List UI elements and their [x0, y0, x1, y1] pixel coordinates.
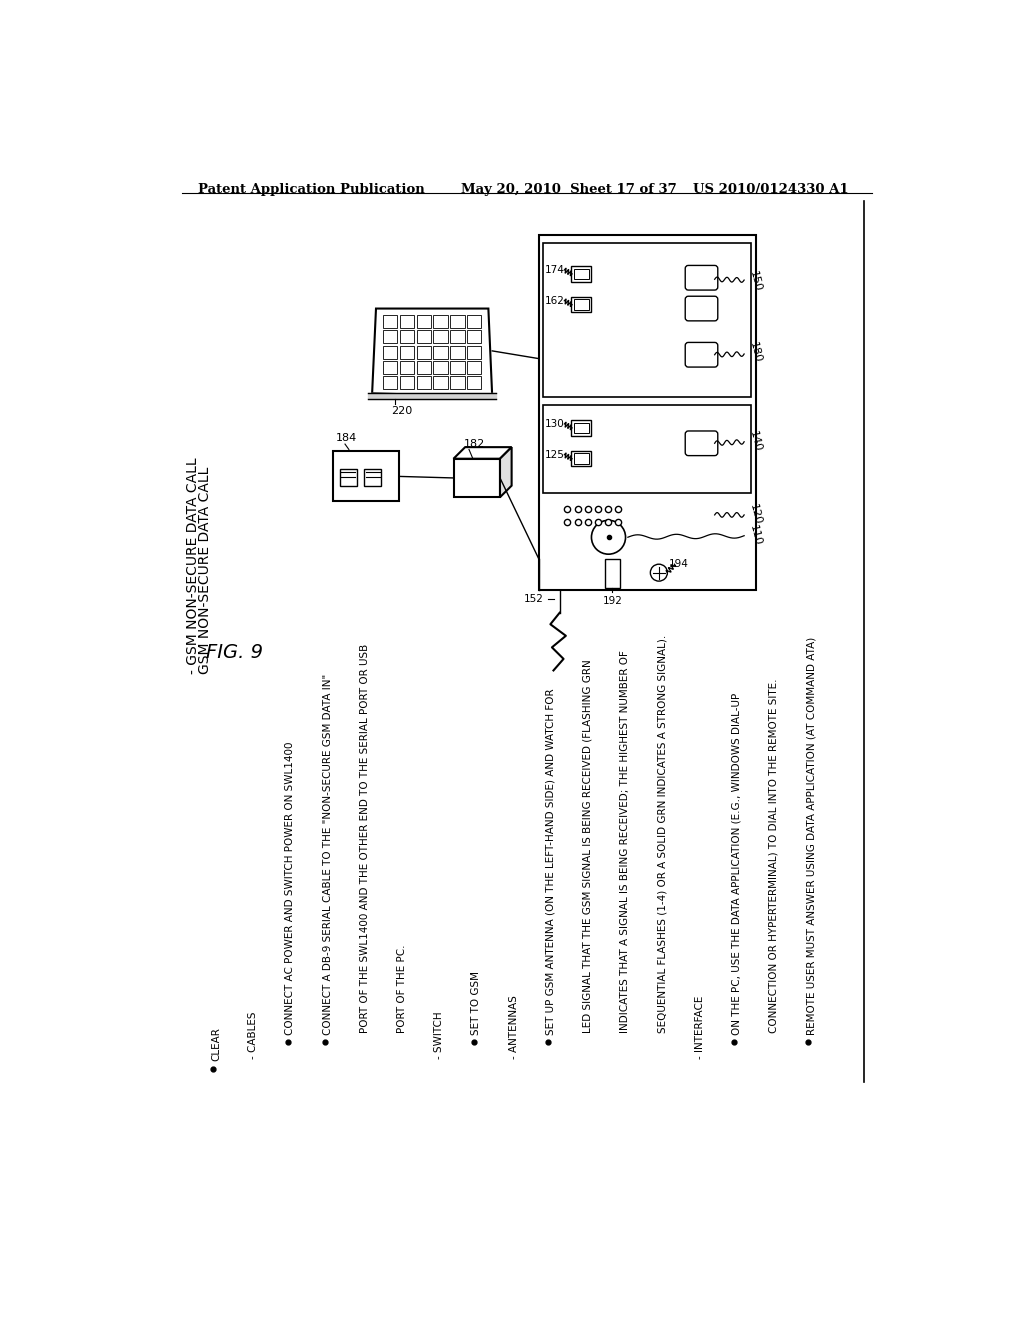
- Text: 194: 194: [669, 560, 689, 569]
- Text: LED SIGNAL THAT THE GSM SIGNAL IS BEING RECEIVED (FLASHING GRN: LED SIGNAL THAT THE GSM SIGNAL IS BEING …: [583, 660, 593, 1034]
- Bar: [467, 330, 481, 343]
- Text: 162: 162: [545, 296, 564, 306]
- Bar: [467, 346, 481, 359]
- Text: INDICATES THAT A SIGNAL IS BEING RECEIVED; THE HIGHEST NUMBER OF: INDICATES THAT A SIGNAL IS BEING RECEIVE…: [621, 651, 630, 1034]
- Text: US 2010/0124330 A1: US 2010/0124330 A1: [693, 183, 849, 197]
- Bar: [451, 360, 465, 374]
- Circle shape: [650, 564, 668, 581]
- Polygon shape: [454, 459, 500, 498]
- Bar: [433, 314, 447, 327]
- Circle shape: [592, 520, 626, 554]
- Text: SEQUENTIAL FLASHES (1-4) OR A SOLID GRN INDICATES A STRONG SIGNAL).: SEQUENTIAL FLASHES (1-4) OR A SOLID GRN …: [657, 635, 668, 1034]
- Bar: [383, 376, 397, 389]
- Bar: [399, 314, 415, 327]
- Bar: [399, 330, 415, 343]
- Bar: [573, 300, 589, 310]
- Bar: [383, 314, 397, 327]
- Bar: [433, 376, 447, 389]
- Text: 150: 150: [748, 271, 763, 293]
- Bar: [334, 451, 399, 502]
- Text: 174: 174: [545, 265, 564, 275]
- FancyBboxPatch shape: [685, 265, 718, 290]
- Text: 140: 140: [748, 430, 763, 453]
- Text: - ANTENNAS: - ANTENNAS: [509, 995, 518, 1059]
- Text: CONNECTION OR HYPERTERMINAL) TO DIAL INTO THE REMOTE SITE.: CONNECTION OR HYPERTERMINAL) TO DIAL INT…: [769, 678, 779, 1034]
- Text: CONNECT AC POWER AND SWITCH POWER ON SWL1400: CONNECT AC POWER AND SWITCH POWER ON SWL…: [286, 741, 295, 1035]
- Bar: [544, 405, 751, 494]
- Text: 182: 182: [464, 438, 484, 449]
- Bar: [451, 330, 465, 343]
- Bar: [451, 314, 465, 327]
- Bar: [417, 376, 431, 389]
- Bar: [433, 330, 447, 343]
- Text: ON THE PC, USE THE DATA APPLICATION (E.G., WINDOWS DIAL-UP: ON THE PC, USE THE DATA APPLICATION (E.G…: [732, 693, 741, 1035]
- Bar: [451, 346, 465, 359]
- Text: REMOTE USER MUST ANSWER USING DATA APPLICATION (AT COMMAND ATA): REMOTE USER MUST ANSWER USING DATA APPLI…: [806, 636, 816, 1035]
- Text: - GSM NON-SECURE DATA CALL: - GSM NON-SECURE DATA CALL: [186, 458, 200, 675]
- FancyBboxPatch shape: [685, 430, 718, 455]
- Bar: [451, 376, 465, 389]
- Text: 184: 184: [336, 433, 357, 444]
- FancyBboxPatch shape: [685, 342, 718, 367]
- Bar: [573, 422, 589, 433]
- Bar: [433, 360, 447, 374]
- Bar: [417, 346, 431, 359]
- Bar: [383, 360, 397, 374]
- Bar: [467, 376, 481, 389]
- Bar: [340, 469, 356, 486]
- FancyBboxPatch shape: [685, 296, 718, 321]
- Text: 110: 110: [748, 524, 763, 546]
- Bar: [571, 420, 592, 436]
- Bar: [539, 235, 756, 590]
- Text: 152: 152: [524, 594, 544, 603]
- Text: 120: 120: [748, 503, 763, 527]
- Text: GSM NON-SECURE DATA CALL: GSM NON-SECURE DATA CALL: [198, 467, 212, 675]
- Bar: [383, 330, 397, 343]
- Text: CONNECT A DB-9 SERIAL CABLE TO THE "NON-SECURE GSM DATA IN": CONNECT A DB-9 SERIAL CABLE TO THE "NON-…: [323, 673, 333, 1035]
- Polygon shape: [500, 447, 512, 498]
- Bar: [604, 558, 621, 589]
- Text: SET UP GSM ANTENNA (ON THE LEFT-HAND SIDE) AND WATCH FOR: SET UP GSM ANTENNA (ON THE LEFT-HAND SID…: [546, 688, 556, 1035]
- Bar: [417, 314, 431, 327]
- Text: - CABLES: - CABLES: [248, 1012, 258, 1059]
- Text: CLEAR: CLEAR: [211, 1027, 221, 1061]
- Polygon shape: [454, 447, 512, 459]
- Bar: [573, 268, 589, 280]
- Bar: [571, 451, 592, 466]
- Bar: [399, 360, 415, 374]
- Text: 180: 180: [748, 341, 763, 364]
- Bar: [573, 453, 589, 465]
- Bar: [399, 346, 415, 359]
- Bar: [417, 330, 431, 343]
- Bar: [417, 360, 431, 374]
- Text: - INTERFACE: - INTERFACE: [694, 995, 705, 1059]
- Text: FIG. 9: FIG. 9: [206, 644, 262, 663]
- Bar: [399, 376, 415, 389]
- Bar: [433, 346, 447, 359]
- Text: 192: 192: [602, 595, 623, 606]
- Text: May 20, 2010  Sheet 17 of 37: May 20, 2010 Sheet 17 of 37: [461, 183, 677, 197]
- Bar: [467, 314, 481, 327]
- Bar: [571, 297, 592, 313]
- Bar: [365, 469, 381, 486]
- Bar: [571, 267, 592, 281]
- Text: PORT OF THE SWL1400 AND THE OTHER END TO THE SERIAL PORT OR USB: PORT OF THE SWL1400 AND THE OTHER END TO…: [359, 644, 370, 1034]
- Text: 125: 125: [545, 450, 564, 459]
- Text: SET TO GSM: SET TO GSM: [471, 970, 481, 1035]
- Text: 220: 220: [391, 407, 413, 416]
- Text: 130: 130: [545, 418, 564, 429]
- Bar: [383, 346, 397, 359]
- Text: - SWITCH: - SWITCH: [434, 1011, 444, 1059]
- Bar: [544, 243, 751, 397]
- Text: Patent Application Publication: Patent Application Publication: [198, 183, 425, 197]
- Polygon shape: [372, 309, 493, 397]
- Bar: [467, 360, 481, 374]
- Text: PORT OF THE PC.: PORT OF THE PC.: [397, 945, 407, 1034]
